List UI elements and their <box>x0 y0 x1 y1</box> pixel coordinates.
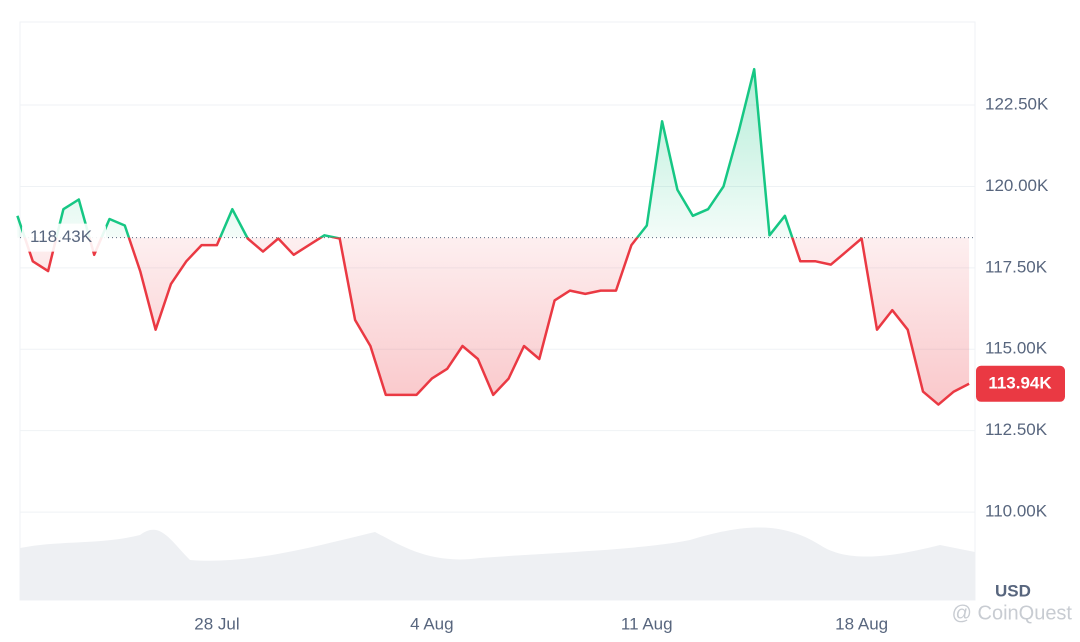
baseline-label: 118.43K <box>30 227 93 246</box>
price-line <box>16 67 970 406</box>
y-tick-label: 120.00K <box>985 176 1049 195</box>
last-price-label: 113.94K <box>988 373 1052 392</box>
y-tick-label: 122.50K <box>985 95 1049 114</box>
last-price-box <box>976 365 1065 402</box>
y-tick-label: 110.00K <box>985 502 1048 521</box>
price-area <box>17 69 970 405</box>
y-tick-label: 115.00K <box>985 339 1048 358</box>
x-tick-label: 4 Aug <box>410 614 454 633</box>
y-tick-label: 112.50K <box>985 420 1048 439</box>
baseline-label-box <box>22 223 106 252</box>
x-tick-label: 28 Jul <box>194 614 239 633</box>
currency-label: USD <box>995 581 1031 600</box>
x-tick-label: 11 Aug <box>621 614 673 633</box>
watermark: @ CoinQuest <box>952 602 1073 624</box>
y-tick-label: 117.50K <box>985 257 1048 276</box>
x-tick-label: 18 Aug <box>835 614 888 633</box>
volume-area <box>20 527 975 600</box>
